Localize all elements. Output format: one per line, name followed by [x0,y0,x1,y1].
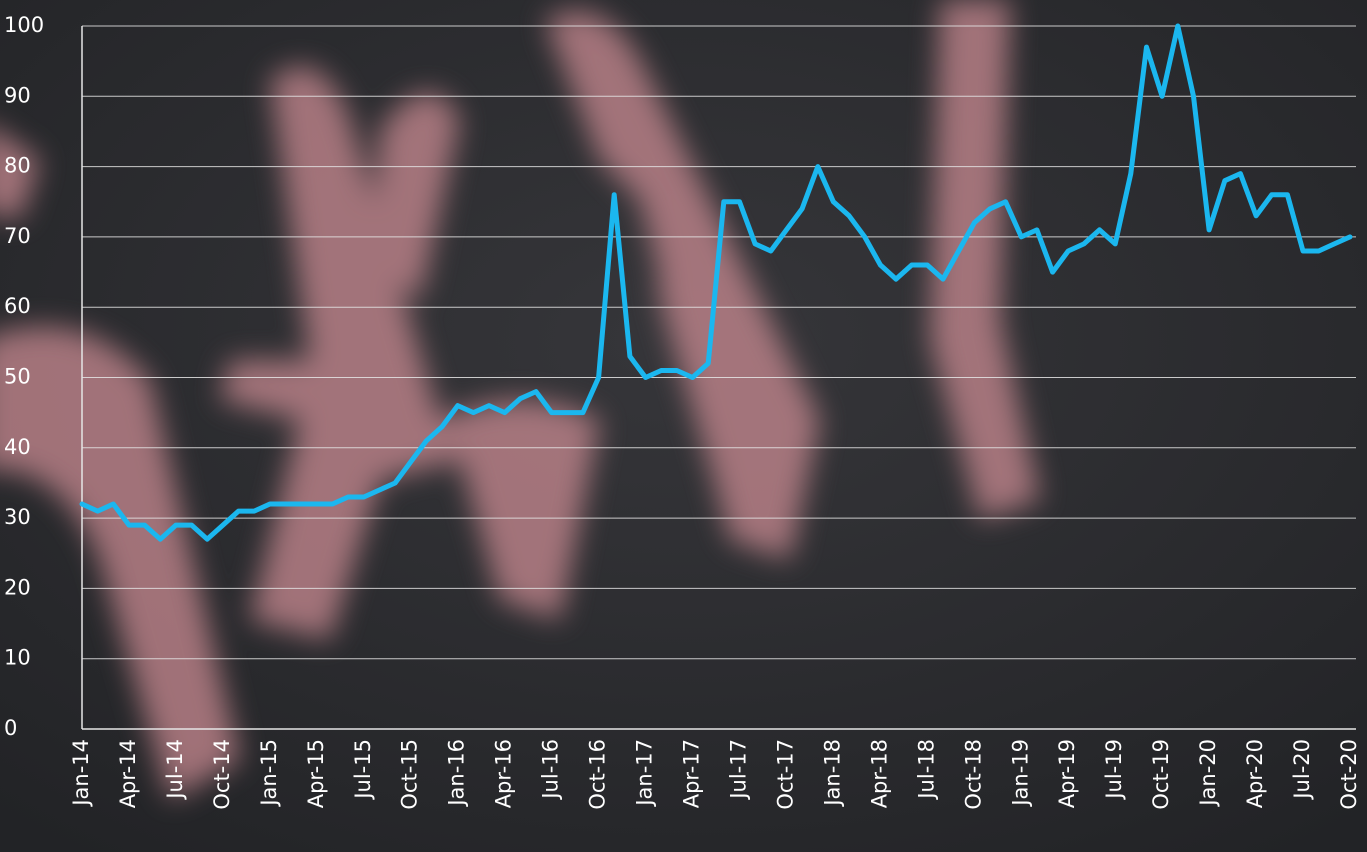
x-tick-label: Oct-18 [961,739,985,810]
x-tick-label: Apr-17 [680,739,704,808]
y-tick-label: 50 [4,365,31,389]
y-tick-label: 0 [4,716,17,740]
x-tick-label: Jan-17 [633,739,657,808]
x-tick-label: Jan-14 [69,739,93,808]
x-tick-label: Jul-20 [1290,739,1314,801]
x-tick-label: Oct-15 [398,739,422,810]
x-tick-label: Jul-18 [914,739,938,801]
y-tick-label: 60 [4,294,31,318]
x-tick-label: Jul-19 [1102,739,1126,801]
x-tick-label: Jan-16 [445,739,469,808]
y-tick-label: 40 [4,435,31,459]
y-tick-label: 70 [4,224,31,248]
x-tick-label: Oct-17 [773,739,797,810]
x-tick-label: Oct-20 [1337,739,1361,810]
x-tick-label: Apr-16 [492,739,516,808]
x-tick-label: Oct-16 [586,739,610,810]
y-tick-label: 90 [4,83,31,107]
x-tick-label: Jan-20 [1196,739,1220,808]
y-tick-label: 10 [4,646,31,670]
y-tick-label: 80 [4,154,31,178]
x-tick-label: Oct-14 [210,739,234,810]
x-tick-label: Jan-15 [257,739,281,808]
x-tick-label: Jan-18 [820,739,844,808]
x-tick-label: Apr-20 [1243,739,1267,808]
x-tick-label: Jan-19 [1008,739,1032,808]
x-tick-label: Apr-14 [116,739,140,808]
x-tick-label: Apr-19 [1055,739,1079,808]
x-tick-label: Jul-16 [539,739,563,801]
y-tick-label: 20 [4,575,31,599]
data-line [79,23,1353,542]
x-tick-label: Jul-15 [351,739,375,801]
x-tick-label: Apr-18 [867,739,891,808]
x-tick-label: Oct-19 [1149,739,1173,810]
y-tick-label: 100 [4,13,44,37]
x-tick-label: Jul-17 [726,739,750,801]
x-tick-label: Jul-14 [163,739,187,801]
y-tick-label: 30 [4,505,31,529]
x-tick-label: Apr-15 [304,739,328,808]
